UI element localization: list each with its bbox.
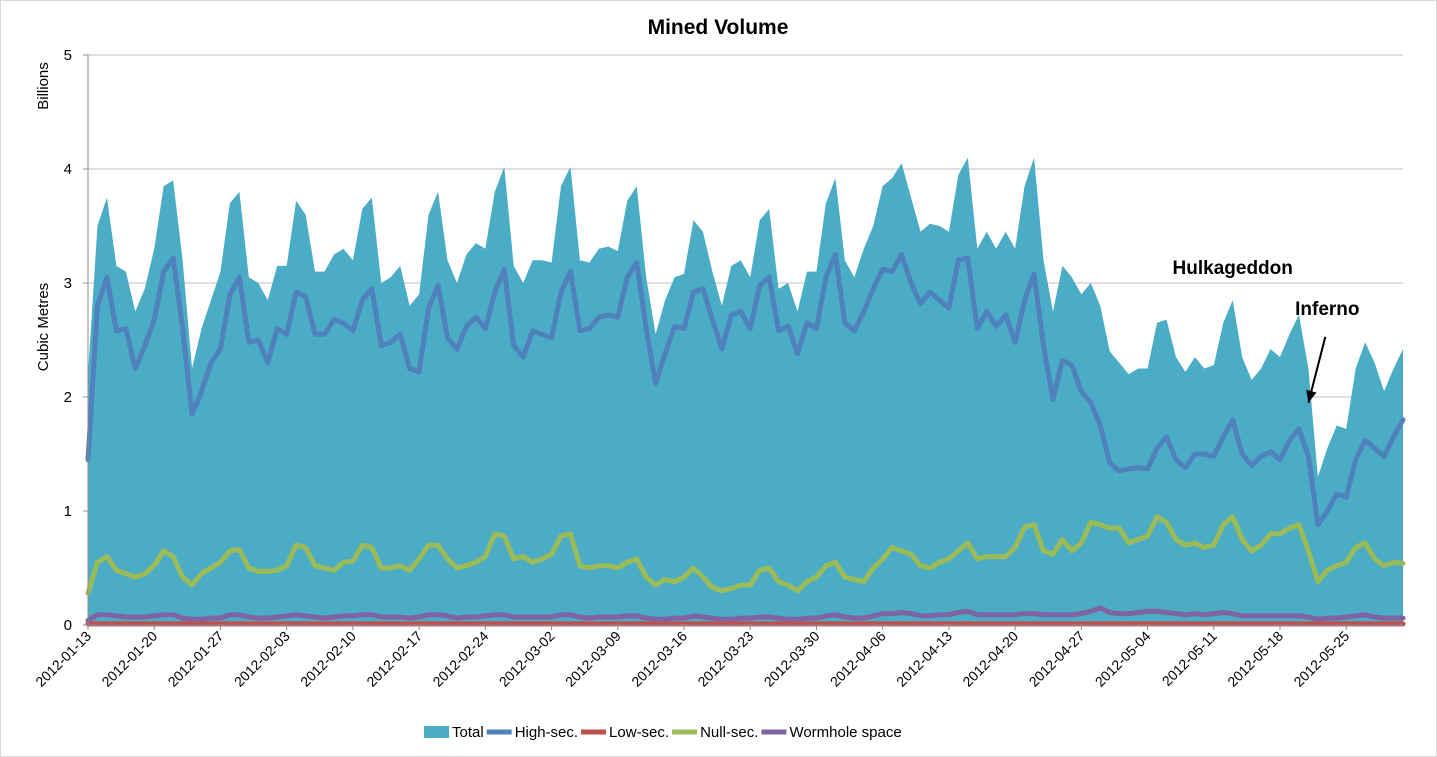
inferno-arrow-head [1306,389,1317,403]
y-axis-label: Cubic Metres [35,283,52,371]
series-line-wormhole-space [85,605,1406,623]
legend-label-high-sec: High-sec. [515,724,578,741]
legend: Total High-sec. Low-sec. Null-sec. Wormhole … [424,724,902,741]
legend-label-low-sec: Low-sec. [609,724,669,741]
y-tick-label: 4 [64,161,72,178]
chart-title: Mined Volume [648,16,789,39]
y-tick-label: 5 [64,47,72,64]
annotation-hulkageddon: Hulkageddon [1173,258,1293,279]
y-tick-label: 3 [64,275,72,292]
legend-label-total: Total [452,724,484,741]
annotation-inferno: Inferno [1295,299,1359,320]
legend-label-null-sec: Null-sec. [700,724,758,741]
axes [83,54,1403,630]
legend-swatch-total [424,726,449,738]
series-area-total [88,157,1403,625]
series-line-high-sec [85,252,1406,528]
y-tick-labels: 0 1 2 3 4 5 [64,47,72,634]
y-tick-label: 0 [64,617,72,634]
y-tick-label: 1 [64,503,72,520]
legend-label-wormhole-space: Wormhole space [789,724,901,741]
series-line-null-sec [85,514,1406,596]
y-tick-label: 2 [64,389,72,406]
y-unit-label: Billions [35,62,52,110]
series-layer [85,157,1406,627]
